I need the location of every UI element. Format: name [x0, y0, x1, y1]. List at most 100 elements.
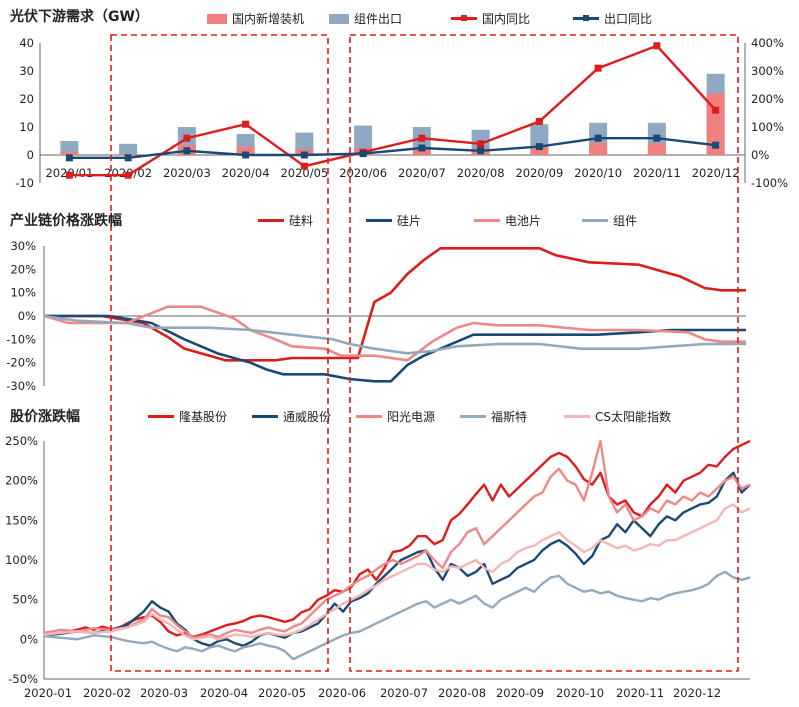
x-tick-label: 2020/08: [457, 166, 505, 180]
x-tick-label: 2020-10: [556, 686, 604, 700]
legend-item: 阳光电源: [356, 408, 435, 425]
bar-domestic: [60, 151, 79, 155]
x-tick-label: 2020/09: [515, 166, 563, 180]
x-tick-label: 2020/04: [222, 166, 270, 180]
x-tick-label: 2020-02: [83, 686, 131, 700]
y-tick-label: 30%: [10, 239, 36, 253]
legend-item: 通威股份: [252, 408, 331, 425]
bar-export: [119, 143, 138, 155]
y-tick-label-left: -10: [15, 176, 34, 190]
bar-domestic: [706, 93, 725, 155]
y-tick-label: 100%: [5, 553, 38, 567]
legend-label: 电池片: [505, 214, 542, 228]
y-tick-label: -50%: [8, 672, 38, 686]
x-tick-label: 2020-11: [616, 686, 664, 700]
legend-label: 硅料: [289, 214, 314, 228]
legend-swatch: [366, 219, 392, 222]
legend-item: 国内同比: [451, 10, 530, 27]
line-export-yoy: [69, 136, 716, 160]
legend-swatch: [582, 219, 608, 222]
highlight-box-feb-jun: [110, 34, 329, 672]
y-tick-label: 10%: [10, 286, 36, 300]
legend-item: 国内新增装机: [207, 10, 304, 27]
marker-point: [65, 154, 73, 162]
series-line: [44, 314, 746, 383]
bar-domestic: [412, 148, 431, 155]
marker-point: [477, 147, 485, 155]
legend-item: 硅片: [366, 212, 421, 229]
legend-swatch: [329, 13, 349, 24]
x-tick-label: 2020-05: [258, 686, 306, 700]
marker-point: [242, 151, 250, 159]
bar-export: [354, 125, 373, 155]
series-line: [43, 305, 746, 362]
x-tick-label: 2020/06: [339, 166, 387, 180]
marker-point: [712, 141, 720, 149]
y-tick-label: 50%: [12, 593, 38, 607]
bar-domestic: [589, 142, 608, 155]
y-tick-label: -10%: [6, 332, 36, 346]
marker-point: [594, 64, 602, 72]
legend-label: 硅片: [397, 214, 422, 228]
y-tick-label-left: 0: [27, 148, 34, 162]
x-tick-label: 2020-12: [673, 686, 721, 700]
x-tick-label: 2020/12: [692, 166, 740, 180]
demand-panel-title: 光伏下游需求（GW）: [10, 9, 149, 25]
series-line: [44, 247, 746, 362]
legend-swatch: [451, 15, 477, 21]
y-tick-label: 150%: [5, 513, 38, 527]
series-line: [43, 314, 746, 355]
bar-domestic: [647, 143, 666, 155]
legend-item: 组件: [582, 212, 637, 229]
marker-point: [535, 143, 543, 151]
legend-item: CS太阳能指数: [564, 408, 671, 425]
y-tick-label-right: 100%: [751, 120, 784, 134]
marker-point: [653, 42, 661, 50]
legend-swatch: [258, 219, 284, 222]
legend-swatch: [573, 15, 599, 21]
y-tick-label-right: -100%: [751, 176, 788, 190]
y-tick-label: -30%: [6, 379, 36, 393]
marker-point: [124, 171, 132, 179]
marker-point: [418, 134, 426, 142]
legend-swatch: [460, 415, 486, 418]
legend-item: 隆基股份: [148, 408, 227, 425]
legend-swatch: [474, 219, 500, 222]
y-tick-label-right: 300%: [751, 64, 784, 78]
legend-item: 福斯特: [460, 408, 527, 425]
y-tick-label-right: 200%: [751, 92, 784, 106]
x-tick-label: 2020-04: [200, 686, 248, 700]
marker-point: [65, 171, 73, 179]
legend-label: 国内新增装机: [232, 12, 305, 26]
y-tick-label-left: 40: [19, 36, 34, 50]
series-line: [43, 471, 751, 647]
legend-label: 组件出口: [354, 12, 403, 26]
series-line: [43, 503, 751, 641]
series-line: [43, 570, 751, 661]
y-tick-label-left: 30: [19, 64, 34, 78]
legend-label: CS太阳能指数: [595, 410, 671, 424]
x-tick-label: 2020/03: [163, 166, 211, 180]
x-tick-label: 2020/11: [633, 166, 681, 180]
legend-swatch: [356, 415, 382, 418]
legend-label: 福斯特: [491, 410, 528, 424]
marker-point: [712, 106, 720, 114]
series-line: [43, 439, 751, 639]
legend-swatch: [148, 415, 174, 418]
marker-point: [535, 117, 543, 125]
marker-point: [183, 134, 191, 142]
legend-label: 隆基股份: [179, 410, 228, 424]
chain-panel-title: 产业链价格涨跌幅: [10, 213, 122, 229]
y-tick-label-left: 20: [19, 92, 34, 106]
y-tick-label: -20%: [6, 356, 36, 370]
x-tick-label: 2020-03: [140, 686, 188, 700]
marker-point: [477, 140, 485, 148]
x-tick-label: 2020-08: [438, 686, 486, 700]
legend-item: 出口同比: [573, 10, 652, 27]
x-tick-label: 2020-07: [380, 686, 428, 700]
legend-label: 组件: [613, 214, 638, 228]
legend-label: 国内同比: [482, 12, 531, 26]
legend-item: 硅料: [258, 212, 313, 229]
legend-label: 通威股份: [283, 410, 332, 424]
x-tick-label: 2020-01: [24, 686, 72, 700]
